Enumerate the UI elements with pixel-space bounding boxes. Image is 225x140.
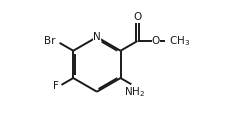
Text: NH$_2$: NH$_2$: [123, 85, 144, 99]
Text: O: O: [133, 12, 141, 23]
Text: O: O: [151, 36, 159, 46]
Text: Br: Br: [44, 36, 55, 46]
Text: CH$_3$: CH$_3$: [168, 34, 189, 48]
Text: N: N: [93, 32, 100, 42]
Text: F: F: [53, 81, 59, 91]
